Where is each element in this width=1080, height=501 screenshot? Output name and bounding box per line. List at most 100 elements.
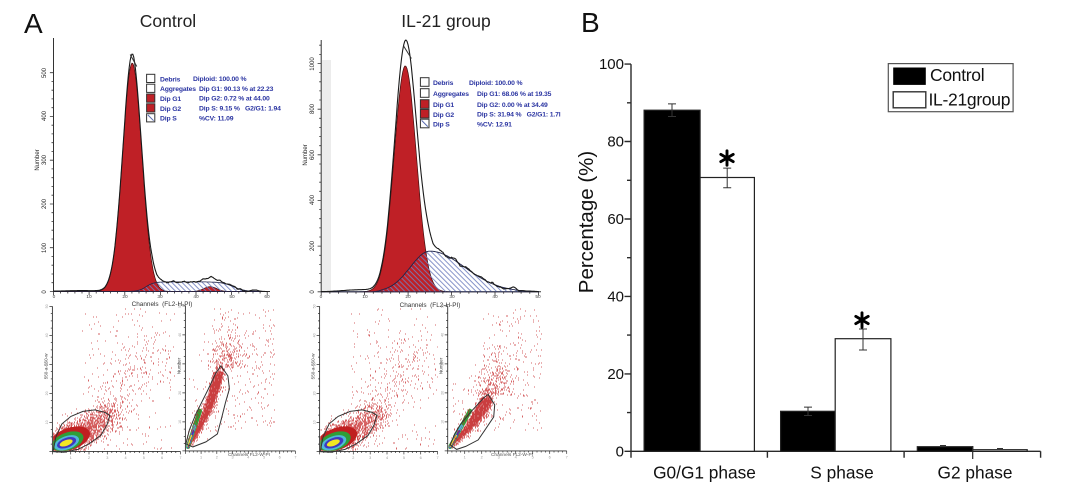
svg-text:Debris: Debris [433,80,454,87]
svg-text:5: 5 [263,455,265,459]
svg-text:3: 3 [498,455,500,459]
svg-text:40: 40 [492,294,498,300]
svg-text:Debris: Debris [160,76,181,83]
svg-text:Number: Number [439,357,444,374]
svg-text:50: 50 [441,304,445,308]
svg-text:50: 50 [178,304,182,308]
svg-text:Dip G1: Dip G1 [160,96,181,103]
svg-text:30: 30 [157,294,163,300]
svg-text:4: 4 [515,455,517,459]
svg-text:20: 20 [607,366,624,383]
svg-text:30: 30 [45,362,49,366]
svg-text:7: 7 [566,455,568,459]
svg-text:Dip G2: Dip G2 [433,112,454,119]
svg-text:60: 60 [264,294,270,300]
svg-text:200: 200 [310,240,316,251]
svg-text:Number: Number [303,144,309,165]
svg-text:20: 20 [122,294,128,300]
svg-text:IL-21group: IL-21group [929,90,1011,110]
svg-text:6: 6 [279,455,281,459]
svg-text:20: 20 [405,294,411,300]
svg-text:0: 0 [53,294,56,300]
svg-text:600: 600 [310,149,316,160]
svg-text:50: 50 [535,294,541,300]
svg-text:40: 40 [178,333,182,337]
svg-text:0: 0 [310,290,316,294]
svg-text:1: 1 [70,456,72,460]
svg-text:30: 30 [449,294,455,300]
svg-text:3: 3 [369,456,371,460]
svg-text:30: 30 [441,362,445,366]
svg-text:5: 5 [403,456,405,460]
svg-text:Dip G2: 0.72 % at 44.00: Dip G2: 0.72 % at 44.00 [199,96,270,103]
svg-text:1: 1 [464,455,466,459]
svg-text:40: 40 [607,288,624,305]
svg-text:%CV: 11.09: %CV: 11.09 [199,115,234,122]
svg-text:Channels FL2-W-PI: Channels FL2-W-PI [228,452,270,458]
svg-text:500: 500 [42,67,48,78]
svg-text:10: 10 [362,294,368,300]
svg-text:550-a-550-w: 550-a-550-w [311,353,316,379]
svg-text:30: 30 [312,362,316,366]
svg-text:Diploid: 100.00 %: Diploid: 100.00 % [469,80,522,87]
svg-text:800: 800 [310,103,316,114]
svg-text:6: 6 [549,455,551,459]
svg-text:Dip S: Dip S [433,122,450,129]
svg-text:6: 6 [420,456,422,460]
svg-text:Dip S: Dip S [160,116,177,123]
svg-text:4: 4 [386,456,388,460]
svg-text:4: 4 [124,456,126,460]
svg-text:50: 50 [45,304,49,308]
svg-text:550-a-550-w: 550-a-550-w [43,353,48,379]
svg-text:Channels (FL2-H-PI): Channels (FL2-H-PI) [400,302,461,309]
svg-text:10: 10 [441,420,445,424]
svg-text:Dip G1: 90.13 % at 22.23: Dip G1: 90.13 % at 22.23 [199,86,274,93]
svg-text:Number: Number [176,357,181,374]
svg-text:Number: Number [35,149,41,170]
svg-text:20: 20 [45,391,49,395]
svg-text:B: B [581,7,600,38]
svg-text:S phase: S phase [810,463,873,483]
svg-text:40: 40 [441,333,445,337]
svg-text:60: 60 [607,211,624,228]
svg-text:2: 2 [352,456,354,460]
svg-text:Dip G2: 0.00 % at 34.49: Dip G2: 0.00 % at 34.49 [477,102,548,109]
svg-text:Control: Control [930,65,984,85]
svg-text:Percentage (%): Percentage (%) [575,151,598,293]
svg-text:1: 1 [335,456,337,460]
svg-text:Dip S: 9.15 % G2/G1: 1.94: Dip S: 9.15 % G2/G1: 1.94 [199,106,281,113]
svg-text:%CV: 12.91: %CV: 12.91 [477,121,512,128]
svg-text:10: 10 [86,294,92,300]
svg-text:Aggregates: Aggregates [160,86,196,93]
svg-text:6: 6 [161,456,163,460]
svg-text:0: 0 [42,290,48,294]
svg-text:20: 20 [312,391,316,395]
svg-text:Diploid: 100.00 %: Diploid: 100.00 % [193,76,246,83]
svg-text:40: 40 [312,333,316,337]
svg-text:1000: 1000 [310,57,316,71]
svg-text:Channels (FL2-H-PI): Channels (FL2-H-PI) [132,301,193,308]
svg-text:Channels FL2-W-PI: Channels FL2-W-PI [491,452,533,458]
svg-text:400: 400 [310,194,316,205]
svg-text:4: 4 [247,455,249,459]
svg-text:G2 phase: G2 phase [938,463,1013,483]
svg-text:3: 3 [231,455,233,459]
svg-text:G0/G1 phase: G0/G1 phase [653,463,756,483]
svg-text:5: 5 [143,456,145,460]
svg-text:10: 10 [45,420,49,424]
svg-text:7: 7 [294,455,296,459]
svg-text:3: 3 [106,456,108,460]
svg-text:Dip G1: Dip G1 [433,102,454,109]
svg-text:100: 100 [599,56,624,73]
svg-text:10: 10 [178,420,182,424]
svg-text:Control: Control [140,11,196,31]
svg-text:7: 7 [437,456,439,460]
svg-text:Aggregates: Aggregates [433,91,469,98]
svg-text:300: 300 [42,154,48,165]
svg-text:5: 5 [532,455,534,459]
svg-text:1: 1 [200,455,202,459]
svg-text:50: 50 [229,294,235,300]
svg-text:Dip G2: Dip G2 [160,106,181,113]
svg-text:Dip S: 31.94 % G2/G1: 1.7l: Dip S: 31.94 % G2/G1: 1.7l [477,112,561,119]
svg-text:Dip G1: 68.06 % at 19.35: Dip G1: 68.06 % at 19.35 [477,91,552,98]
